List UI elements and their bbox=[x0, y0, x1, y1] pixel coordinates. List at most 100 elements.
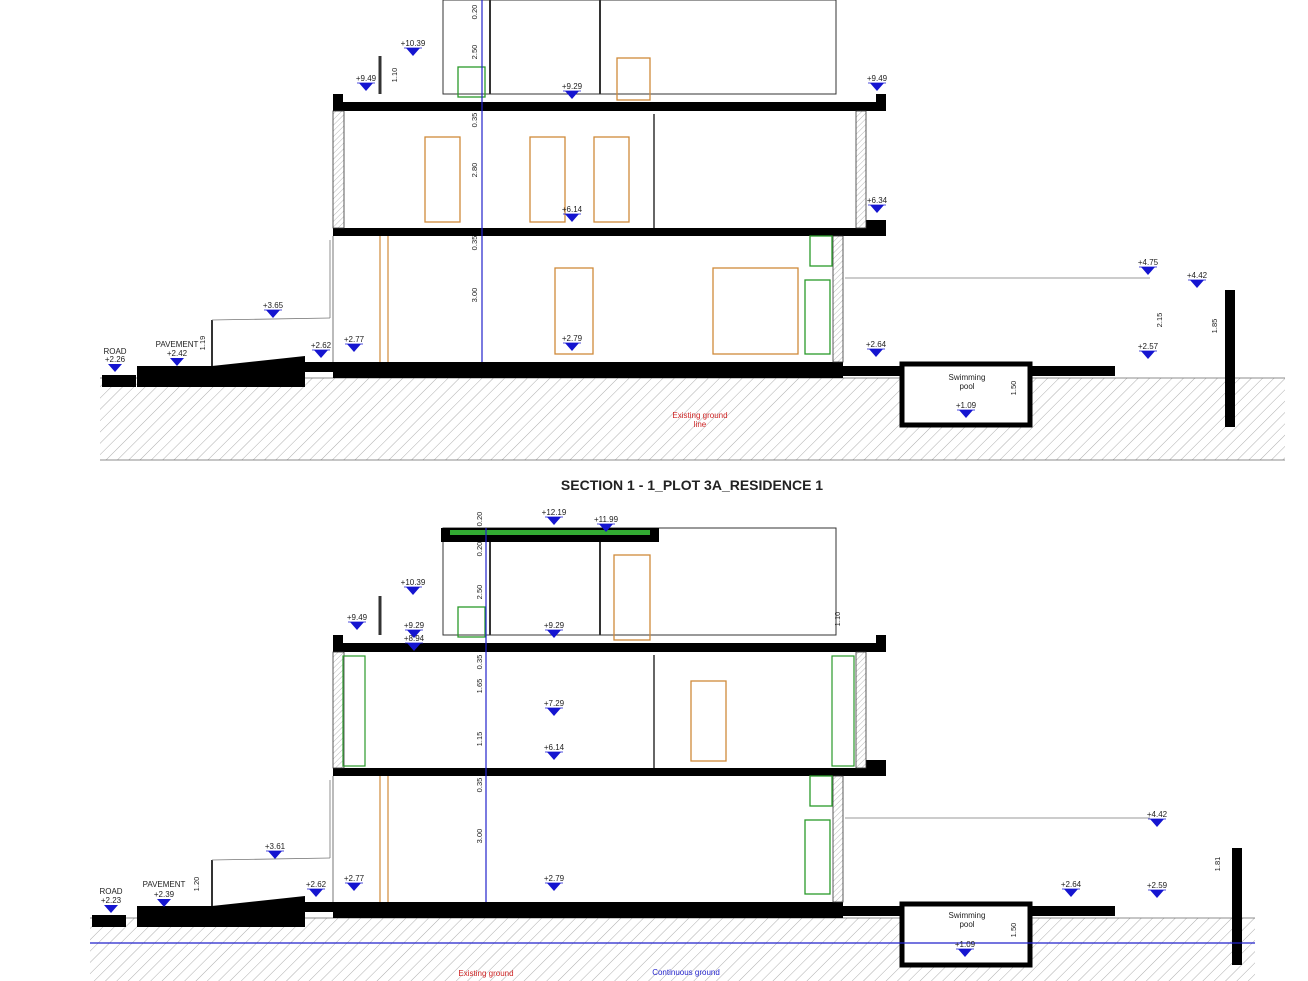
section-title: SECTION 1 - 1_PLOT 3A_RESIDENCE 1 bbox=[561, 477, 823, 493]
level-label: +2.79 bbox=[544, 874, 565, 883]
note: line bbox=[694, 420, 707, 429]
level-label: +9.49 bbox=[356, 74, 377, 83]
level-marker bbox=[565, 214, 579, 222]
level-label: +9.29 bbox=[562, 82, 583, 91]
dimension-label: 2.50 bbox=[475, 585, 484, 600]
shape bbox=[100, 378, 1285, 460]
level-label: +1.09 bbox=[956, 401, 977, 410]
level-marker bbox=[1150, 890, 1164, 898]
level-marker bbox=[268, 851, 282, 859]
level-marker bbox=[350, 622, 364, 630]
shape bbox=[876, 635, 886, 652]
place-level: +2.26 bbox=[105, 355, 126, 364]
shape bbox=[866, 220, 886, 236]
shape bbox=[333, 94, 343, 111]
level-label: +3.65 bbox=[263, 301, 284, 310]
level-label: +2.64 bbox=[1061, 880, 1082, 889]
shape bbox=[333, 643, 886, 652]
level-marker bbox=[547, 883, 561, 891]
shape bbox=[333, 768, 886, 776]
level-label: +9.49 bbox=[347, 613, 368, 622]
note: Existing ground bbox=[672, 411, 727, 420]
level-marker bbox=[958, 949, 972, 957]
level-marker bbox=[266, 310, 280, 318]
dimension-label: 0.20 bbox=[470, 5, 479, 20]
shape bbox=[92, 915, 126, 927]
place-name: PAVEMENT bbox=[156, 340, 199, 349]
shape bbox=[137, 906, 212, 927]
level-marker bbox=[347, 344, 361, 352]
level-marker bbox=[359, 83, 373, 91]
note: pool bbox=[959, 920, 974, 929]
shape bbox=[804, 819, 831, 895]
place-level: +2.42 bbox=[167, 349, 188, 358]
shape bbox=[442, 0, 837, 95]
dimension-label: 1.20 bbox=[192, 877, 201, 892]
note: Continuous ground bbox=[652, 968, 720, 977]
level-marker bbox=[547, 630, 561, 638]
level-label: +3.61 bbox=[265, 842, 286, 851]
shape bbox=[333, 102, 886, 111]
level-marker bbox=[406, 587, 420, 595]
shape bbox=[333, 902, 843, 918]
note: Swimming bbox=[949, 373, 986, 382]
level-marker bbox=[108, 364, 122, 372]
shape bbox=[457, 66, 486, 98]
dimension-label: 1.81 bbox=[1213, 857, 1222, 872]
level-label: +6.14 bbox=[562, 205, 583, 214]
level-label: +2.77 bbox=[344, 874, 365, 883]
level-marker bbox=[407, 643, 421, 651]
dimension-label: 0.35 bbox=[475, 655, 484, 670]
level-marker bbox=[869, 349, 883, 357]
shape bbox=[855, 651, 867, 769]
dimension-label: 1.65 bbox=[475, 679, 484, 694]
place-name: PAVEMENT bbox=[143, 880, 186, 889]
level-marker bbox=[547, 708, 561, 716]
level-marker bbox=[870, 205, 884, 213]
shape bbox=[554, 267, 594, 355]
level-marker bbox=[959, 410, 973, 418]
level-marker bbox=[406, 48, 420, 56]
shape bbox=[332, 651, 345, 769]
shape bbox=[529, 136, 566, 223]
level-label: +2.59 bbox=[1147, 881, 1168, 890]
shape bbox=[305, 362, 333, 372]
shape bbox=[102, 375, 136, 387]
note: Existing ground bbox=[458, 969, 513, 978]
level-label: +10.39 bbox=[401, 578, 426, 587]
level-marker bbox=[309, 889, 323, 897]
level-label: +2.57 bbox=[1138, 342, 1159, 351]
level-label: +2.79 bbox=[562, 334, 583, 343]
shape bbox=[212, 896, 305, 927]
level-marker bbox=[565, 343, 579, 351]
level-label: +8.94 bbox=[404, 634, 425, 643]
level-marker bbox=[1064, 889, 1078, 897]
dimension-label: 1.50 bbox=[1009, 381, 1018, 396]
shape bbox=[333, 362, 843, 378]
shape bbox=[804, 279, 831, 355]
place-name: ROAD bbox=[99, 887, 122, 896]
shape bbox=[442, 527, 837, 636]
level-label: +2.62 bbox=[311, 341, 332, 350]
shape bbox=[1232, 848, 1242, 965]
level-label: +1.09 bbox=[955, 940, 976, 949]
shape bbox=[450, 530, 650, 535]
place-level: +2.39 bbox=[154, 890, 175, 899]
level-label: +2.64 bbox=[866, 340, 887, 349]
line bbox=[211, 857, 331, 861]
level-label: +6.34 bbox=[867, 196, 888, 205]
level-label: +2.77 bbox=[344, 335, 365, 344]
level-label: +6.14 bbox=[544, 743, 565, 752]
level-label: +9.49 bbox=[867, 74, 888, 83]
shape bbox=[593, 136, 630, 223]
shape bbox=[333, 635, 343, 652]
level-marker bbox=[157, 899, 171, 907]
shape bbox=[424, 136, 461, 223]
shape bbox=[876, 94, 886, 111]
level-label: +9.29 bbox=[404, 621, 425, 630]
level-marker bbox=[599, 524, 613, 532]
level-marker bbox=[1150, 819, 1164, 827]
dimension-label: 2.15 bbox=[1155, 313, 1164, 328]
level-label: +4.75 bbox=[1138, 258, 1159, 267]
